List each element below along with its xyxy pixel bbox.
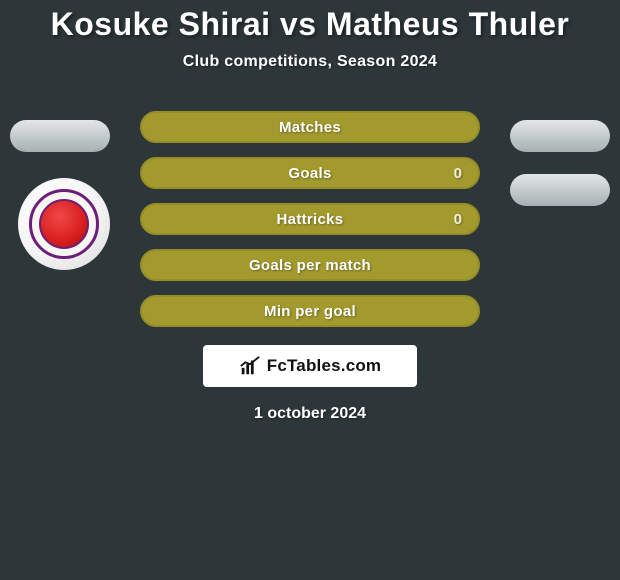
fctables-badge: FcTables.com [203,345,417,387]
fctables-text: FcTables.com [267,356,382,376]
page-title: Kosuke Shirai vs Matheus Thuler [0,6,620,43]
stat-row: Goals per match [140,249,480,281]
stat-label: Min per goal [264,303,356,320]
comparison-infographic: Kosuke Shirai vs Matheus Thuler Club com… [0,0,620,423]
stat-value-right: 0 [454,211,462,228]
stat-row: Min per goal [140,295,480,327]
chart-icon [239,355,261,377]
stat-value-right: 0 [454,165,462,182]
stat-label: Goals per match [249,257,371,274]
page-subtitle: Club competitions, Season 2024 [0,53,620,71]
stat-row: Goals 0 [140,157,480,189]
right-value-pill [510,174,610,206]
stat-label: Hattricks [277,211,344,228]
stat-row: Hattricks 0 [140,203,480,235]
stat-label: Matches [279,119,341,136]
club-crest-emblem [39,199,89,249]
club-crest [18,178,110,270]
right-value-pill [510,120,610,152]
club-crest-ring [29,189,99,259]
stat-row: Matches [140,111,480,143]
snapshot-date: 1 october 2024 [0,405,620,423]
left-value-pill [10,120,110,152]
stat-label: Goals [288,165,331,182]
